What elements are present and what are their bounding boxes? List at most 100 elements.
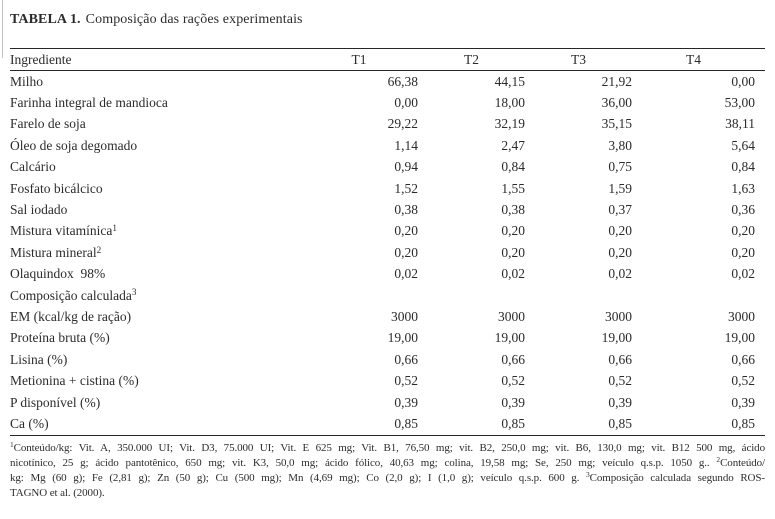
value-cell: 5,64	[731, 137, 755, 153]
table-row: Proteína bruta (%) 19,00 19,00 19,00 19,00	[10, 328, 765, 349]
footnote: 1Conteúdo/kg: Vit. A, 350.000 UI; Vit. D…	[10, 441, 765, 501]
value-cell: 0,20	[394, 244, 418, 260]
value-cell: 36,00	[601, 95, 632, 111]
value-cell: 0,75	[608, 159, 632, 175]
footnote-line: 1Conteúdo/kg: Vit. A, 350.000 UI; Vit. D…	[10, 440, 765, 454]
table-row: Metionina + cistina (%) 0,52 0,52 0,52 0,52	[10, 370, 765, 391]
value-cell: 0,20	[501, 244, 525, 260]
ingredient-cell: Óleo de soja degomado	[10, 137, 138, 153]
value-cell: 0,38	[501, 202, 525, 218]
ingredient-cell: P disponível (%)	[10, 394, 101, 410]
table-row: Olaquindox 98% 0,02 0,02 0,02 0,02	[10, 264, 765, 285]
ingredient-cell: Proteína bruta (%)	[10, 330, 110, 346]
value-cell: 1,14	[394, 137, 418, 153]
value-cell: 35,15	[601, 116, 632, 132]
footnote-line: TAGNO et al. (2000).	[10, 486, 105, 499]
table-caption-text: Composição das rações experimentais	[85, 12, 303, 27]
value-cell: 0,52	[731, 373, 755, 389]
column-header-treatment-t4: T4	[632, 48, 765, 71]
ingredient-cell: Sal iodado	[10, 202, 68, 218]
superscript-marker: 1	[112, 223, 117, 234]
ingredient-cell: Milho	[10, 73, 44, 89]
value-cell: 0,39	[731, 394, 755, 410]
ingredient-cell: Lisina (%)	[10, 351, 68, 367]
table-row: Mistura vitamínica1 0,20 0,20 0,20 0,20	[10, 221, 765, 242]
value-cell	[300, 285, 418, 306]
value-cell: 0,52	[608, 373, 632, 389]
value-cell: 0,66	[731, 351, 755, 367]
table-row: Farelo de soja 29,22 32,19 35,15 38,11	[10, 114, 765, 135]
column-header-treatment-t2: T2	[418, 48, 525, 71]
value-cell: 0,85	[632, 413, 765, 436]
value-cell: 0,85	[300, 413, 418, 436]
value-cell: 0,85	[525, 413, 632, 436]
table-row: EM (kcal/kg de ração) 3000 3000 3000 3000	[10, 306, 765, 327]
value-cell: 1,63	[731, 180, 755, 196]
table-row: Óleo de soja degomado 1,14 2,47 3,80 5,64	[10, 135, 765, 156]
table-caption-label: TABELA 1.	[10, 12, 81, 27]
value-cell: 0,39	[394, 394, 418, 410]
table-row: Sal iodado 0,38 0,38 0,37 0,36	[10, 199, 765, 220]
value-cell: 19,00	[601, 330, 632, 346]
table-row: Mistura mineral2 0,20 0,20 0,20 0,20	[10, 242, 765, 263]
value-cell: 0,36	[731, 202, 755, 218]
table-row: Fosfato bicálcico 1,52 1,55 1,59 1,63	[10, 178, 765, 199]
value-cell: 0,20	[394, 223, 418, 239]
value-cell: 0,52	[394, 373, 418, 389]
table-row: Calcário 0,94 0,84 0,75 0,84	[10, 157, 765, 178]
value-cell: 19,00	[724, 330, 755, 346]
header-row: Ingrediente T1 T2 T3 T4	[10, 48, 765, 71]
value-cell: 18,00	[494, 95, 525, 111]
value-cell: 0,66	[608, 351, 632, 367]
ingredient-cell: EM (kcal/kg de ração)	[10, 308, 132, 324]
value-cell: 0,94	[394, 159, 418, 175]
ingredient-cell: Olaquindox 98%	[10, 266, 106, 282]
value-cell	[418, 285, 525, 306]
value-cell: 0,20	[731, 223, 755, 239]
value-cell: 0,85	[418, 413, 525, 436]
value-cell: 0,84	[501, 159, 525, 175]
value-cell: 0,02	[394, 266, 418, 282]
value-cell: 0,39	[608, 394, 632, 410]
scan-artifact-line	[2, 0, 3, 58]
ingredient-cell: Mistura vitamínica1	[10, 223, 117, 239]
table-row: P disponível (%) 0,39 0,39 0,39 0,39	[10, 392, 765, 413]
ingredient-cell: Ca (%)	[10, 413, 300, 436]
value-cell: 1,52	[394, 180, 418, 196]
ingredient-cell: Calcário	[10, 159, 56, 175]
value-cell: 19,00	[387, 330, 418, 346]
superscript-marker: 2	[716, 455, 721, 465]
value-cell: 0,38	[394, 202, 418, 218]
table-header: Ingrediente T1 T2 T3 T4	[10, 48, 765, 71]
superscript-marker: 3	[131, 287, 137, 298]
value-cell: 0,20	[608, 244, 632, 260]
value-cell: 0,20	[731, 244, 755, 260]
table-row: Ca (%) 0,85 0,85 0,85 0,85	[10, 413, 765, 436]
superscript-marker: 2	[96, 244, 102, 255]
table-row: Lisina (%) 0,66 0,66 0,66 0,66	[10, 349, 765, 370]
value-cell: 21,92	[601, 73, 632, 89]
column-header-ingredient: Ingrediente	[10, 48, 300, 71]
value-cell: 3000	[605, 308, 632, 324]
value-cell: 3,80	[608, 137, 632, 153]
table-row: Composição calculada3	[10, 285, 765, 306]
superscript-marker: 1	[10, 440, 14, 450]
column-header-treatment-t3: T3	[525, 48, 632, 71]
value-cell: 0,52	[501, 373, 525, 389]
value-cell: 0,66	[394, 351, 418, 367]
table-body: Milho 66,38 44,15 21,92 0,00 Farinha integral…	[10, 71, 765, 436]
ingredients-table: Ingrediente T1 T2 T3 T4 Milho 66,38 44,15 2…	[10, 48, 765, 436]
value-cell: 0,20	[501, 223, 525, 239]
value-cell: 19,00	[494, 330, 525, 346]
ingredient-cell: Fosfato bicálcico	[10, 180, 103, 196]
value-cell	[632, 285, 765, 306]
value-cell: 3000	[498, 308, 525, 324]
value-cell: 3000	[391, 308, 418, 324]
value-cell: 0,02	[608, 266, 632, 282]
value-cell: 32,19	[494, 116, 525, 132]
value-cell: 0,37	[608, 202, 632, 218]
value-cell: 1,55	[501, 180, 525, 196]
table-row: Milho 66,38 44,15 21,92 0,00	[10, 71, 765, 93]
value-cell: 44,15	[494, 73, 525, 89]
value-cell: 0,00	[731, 73, 755, 89]
